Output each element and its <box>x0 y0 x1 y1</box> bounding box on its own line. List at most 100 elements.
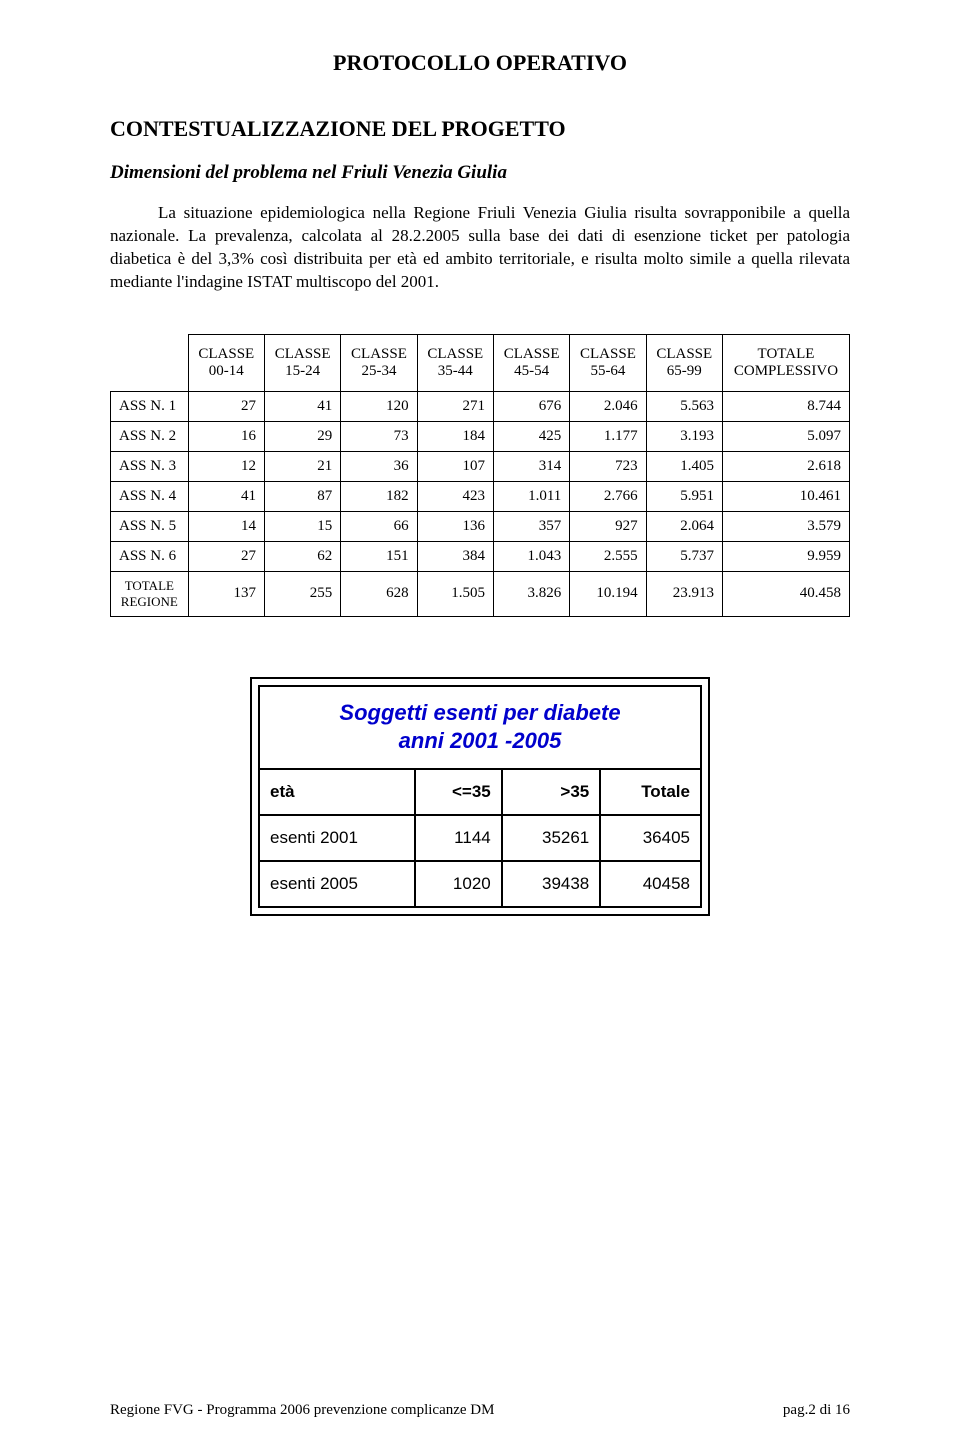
table-cell: 182 <box>341 481 417 511</box>
footer-left: Regione FVG - Programma 2006 prevenzione… <box>110 1402 494 1419</box>
table-cell: 62 <box>264 541 340 571</box>
col-header: CLASSE65-99 <box>646 334 722 391</box>
table-row: esenti 200510203943840458 <box>259 861 701 907</box>
table-cell: 1020 <box>415 861 501 907</box>
table-cell: 136 <box>417 511 493 541</box>
row-label: esenti 2001 <box>259 815 415 861</box>
table-cell: 271 <box>417 391 493 421</box>
table-cell: 255 <box>264 571 340 616</box>
table-cell: 1.011 <box>493 481 569 511</box>
table-cell: 23.913 <box>646 571 722 616</box>
row-label: ASS N. 1 <box>111 391 189 421</box>
table-cell: 39438 <box>502 861 601 907</box>
table-cell: 1.177 <box>570 421 646 451</box>
table-cell: 16 <box>188 421 264 451</box>
section-heading: CONTESTUALIZZAZIONE DEL PROGETTO <box>110 116 850 142</box>
table-row: ASS N. 127411202716762.0465.5638.744 <box>111 391 850 421</box>
exempt-table: Soggetti esenti per diabete anni 2001 -2… <box>258 685 702 908</box>
table-cell: 2.555 <box>570 541 646 571</box>
table-cell: 2.618 <box>722 451 849 481</box>
table-cell: 1.405 <box>646 451 722 481</box>
table-cell: 41 <box>264 391 340 421</box>
row-label: ASS N. 4 <box>111 481 189 511</box>
table-cell: 357 <box>493 511 569 541</box>
table-cell: 41 <box>188 481 264 511</box>
table-cell: 15 <box>264 511 340 541</box>
table-header-row: CLASSE00-14 CLASSE15-24 CLASSE25-34 CLAS… <box>111 334 850 391</box>
col-header: CLASSE45-54 <box>493 334 569 391</box>
col-header: TOTALECOMPLESSIVO <box>722 334 849 391</box>
table-cell: 5.097 <box>722 421 849 451</box>
col-header: CLASSE00-14 <box>188 334 264 391</box>
table-cell: 2.064 <box>646 511 722 541</box>
table-cell: 35261 <box>502 815 601 861</box>
table-cell: 423 <box>417 481 493 511</box>
exempt-table-title: Soggetti esenti per diabete anni 2001 -2… <box>259 686 701 769</box>
table-cell: 73 <box>341 421 417 451</box>
table-cell: 5.563 <box>646 391 722 421</box>
col-header: >35 <box>502 769 601 815</box>
table-cell: 3.193 <box>646 421 722 451</box>
table-cell: 14 <box>188 511 264 541</box>
table-row: ASS N. 627621513841.0432.5555.7379.959 <box>111 541 850 571</box>
table-cell: 314 <box>493 451 569 481</box>
table-cell: 3.826 <box>493 571 569 616</box>
table-cell: 425 <box>493 421 569 451</box>
table-cell: 12 <box>188 451 264 481</box>
table-cell: 10.461 <box>722 481 849 511</box>
table-cell: 151 <box>341 541 417 571</box>
intro-paragraph: La situazione epidemiologica nella Regio… <box>110 202 850 294</box>
col-header: Totale <box>600 769 701 815</box>
table-cell: 184 <box>417 421 493 451</box>
table-cell: 3.579 <box>722 511 849 541</box>
table-row: ASS N. 31221361073147231.4052.618 <box>111 451 850 481</box>
table-cell: 36 <box>341 451 417 481</box>
row-label: ASS N. 3 <box>111 451 189 481</box>
col-header: CLASSE15-24 <box>264 334 340 391</box>
table-cell: 8.744 <box>722 391 849 421</box>
table-header-row: età <=35 >35 Totale <box>259 769 701 815</box>
table-row: ASS N. 51415661363579272.0643.579 <box>111 511 850 541</box>
table-cell: 120 <box>341 391 417 421</box>
col-header: CLASSE25-34 <box>341 334 417 391</box>
col-header: CLASSE35-44 <box>417 334 493 391</box>
row-label: ASS N. 6 <box>111 541 189 571</box>
table-cell: 927 <box>570 511 646 541</box>
table-cell: 5.951 <box>646 481 722 511</box>
page-footer: Regione FVG - Programma 2006 prevenzione… <box>110 1402 850 1419</box>
footer-right: pag.2 di 16 <box>783 1402 850 1419</box>
table-cell: 66 <box>341 511 417 541</box>
table-row: ASS N. 21629731844251.1773.1935.097 <box>111 421 850 451</box>
table-cell: 628 <box>341 571 417 616</box>
table-cell: 107 <box>417 451 493 481</box>
table-row: esenti 200111443526136405 <box>259 815 701 861</box>
table-cell: 137 <box>188 571 264 616</box>
exempt-table-box: Soggetti esenti per diabete anni 2001 -2… <box>250 677 710 916</box>
table-cell: 29 <box>264 421 340 451</box>
col-header: CLASSE55-64 <box>570 334 646 391</box>
col-header: età <box>259 769 415 815</box>
table-cell: 2.046 <box>570 391 646 421</box>
table-cell: 723 <box>570 451 646 481</box>
page-title: PROTOCOLLO OPERATIVO <box>110 50 850 76</box>
table-cell: 87 <box>264 481 340 511</box>
table-cell: 9.959 <box>722 541 849 571</box>
table-cell: 384 <box>417 541 493 571</box>
prevalence-table: CLASSE00-14 CLASSE15-24 CLASSE25-34 CLAS… <box>110 334 850 617</box>
table-cell: 40.458 <box>722 571 849 616</box>
table-corner-cell <box>111 334 189 391</box>
table-cell: 1144 <box>415 815 501 861</box>
table-cell: 10.194 <box>570 571 646 616</box>
row-label: esenti 2005 <box>259 861 415 907</box>
subheading: Dimensioni del problema nel Friuli Venez… <box>110 162 850 184</box>
table-cell: 36405 <box>600 815 701 861</box>
table-cell: 2.766 <box>570 481 646 511</box>
table-cell: 676 <box>493 391 569 421</box>
table-row: TOTALEREGIONE1372556281.5053.82610.19423… <box>111 571 850 616</box>
table-cell: 5.737 <box>646 541 722 571</box>
table-row: ASS N. 441871824231.0112.7665.95110.461 <box>111 481 850 511</box>
table-cell: 1.505 <box>417 571 493 616</box>
table-cell: 40458 <box>600 861 701 907</box>
row-label: ASS N. 5 <box>111 511 189 541</box>
row-label: ASS N. 2 <box>111 421 189 451</box>
